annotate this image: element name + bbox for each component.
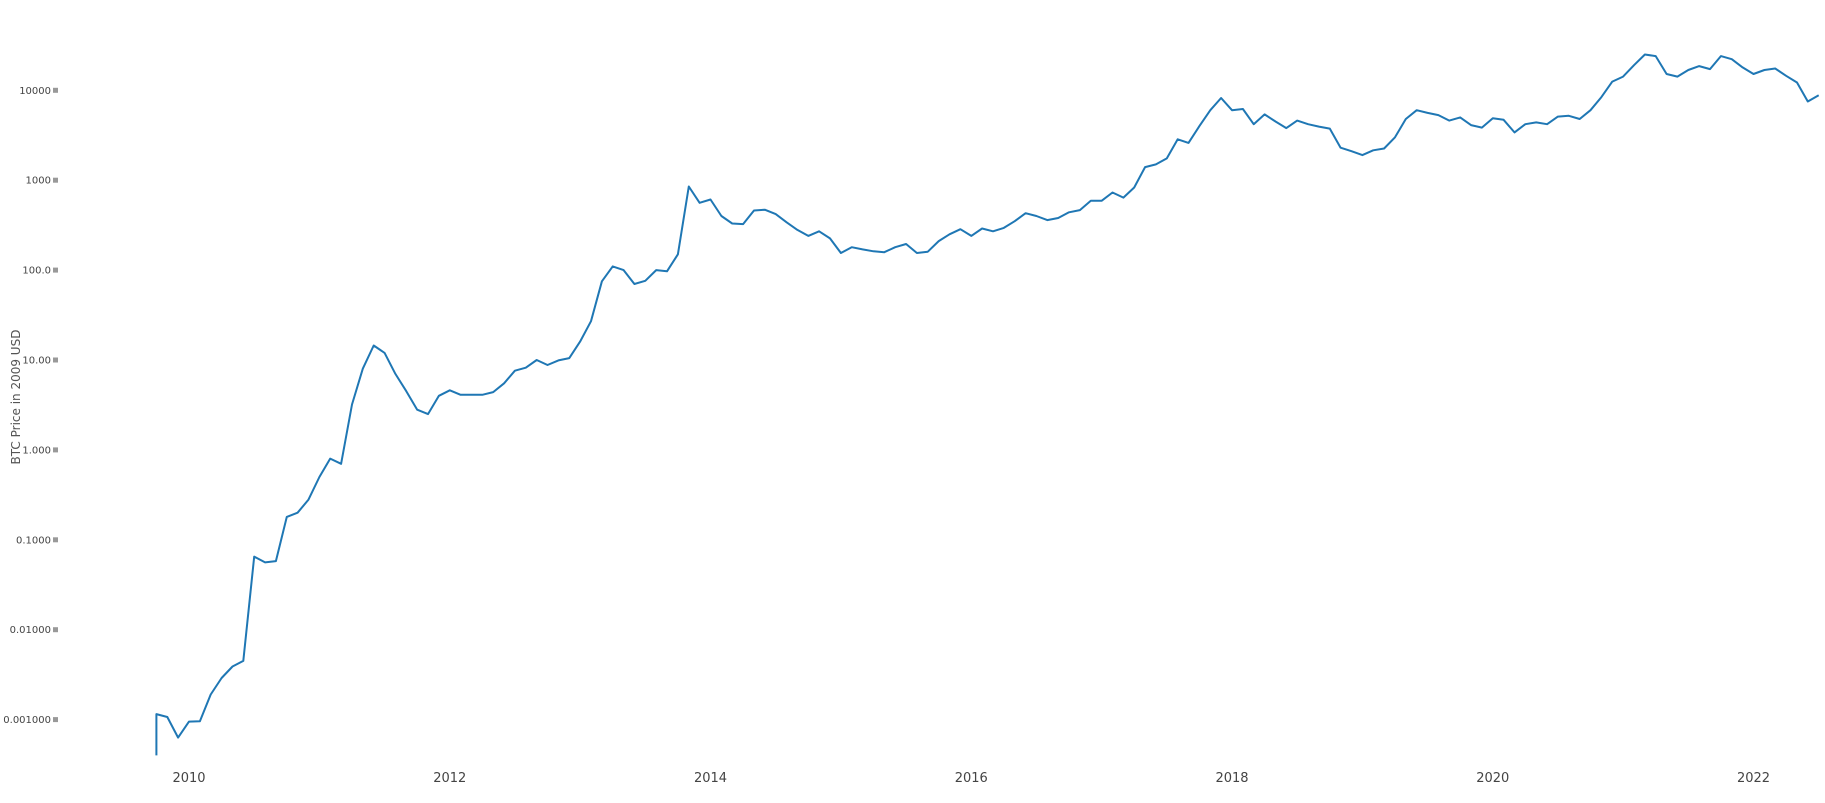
y-tick-mark xyxy=(53,357,58,363)
x-tick-label: 2012 xyxy=(433,771,466,786)
y-axis: 0.001000 0.01000 0.1000 1.000 10.00 100.0 1000… xyxy=(3,86,58,726)
y-tick-label: 0.1000 xyxy=(16,535,51,546)
y-tick-mark xyxy=(53,537,58,543)
x-tick-label: 2014 xyxy=(694,771,727,786)
y-tick-mark xyxy=(53,177,58,183)
x-tick-label: 2018 xyxy=(1215,771,1248,786)
x-tick-label: 2016 xyxy=(955,771,988,786)
y-tick-mark xyxy=(53,267,58,273)
y-tick-label: 1.000 xyxy=(22,445,51,456)
y-tick-label: 1000 xyxy=(26,176,51,187)
series-line xyxy=(155,53,1820,756)
x-tick-label: 2022 xyxy=(1737,771,1770,786)
y-tick-mark xyxy=(53,627,58,633)
y-tick-label: 10.00 xyxy=(22,356,51,367)
x-tick-label: 2020 xyxy=(1476,771,1509,786)
y-tick-label: 0.01000 xyxy=(10,625,51,636)
x-tick-label: 2010 xyxy=(172,771,205,786)
y-tick-label: 100.0 xyxy=(22,266,51,277)
plot-area xyxy=(155,53,1820,756)
y-axis-title: BTC Price in 2009 USD xyxy=(9,330,23,465)
y-tick-mark xyxy=(53,447,58,453)
y-tick-mark xyxy=(53,717,58,723)
x-axis: 2010 2012 2014 2016 2018 2020 2022 xyxy=(172,771,1770,786)
y-tick-label: 0.001000 xyxy=(3,715,51,726)
y-tick-label: 10000 xyxy=(19,86,51,97)
y-tick-mark xyxy=(53,87,58,93)
